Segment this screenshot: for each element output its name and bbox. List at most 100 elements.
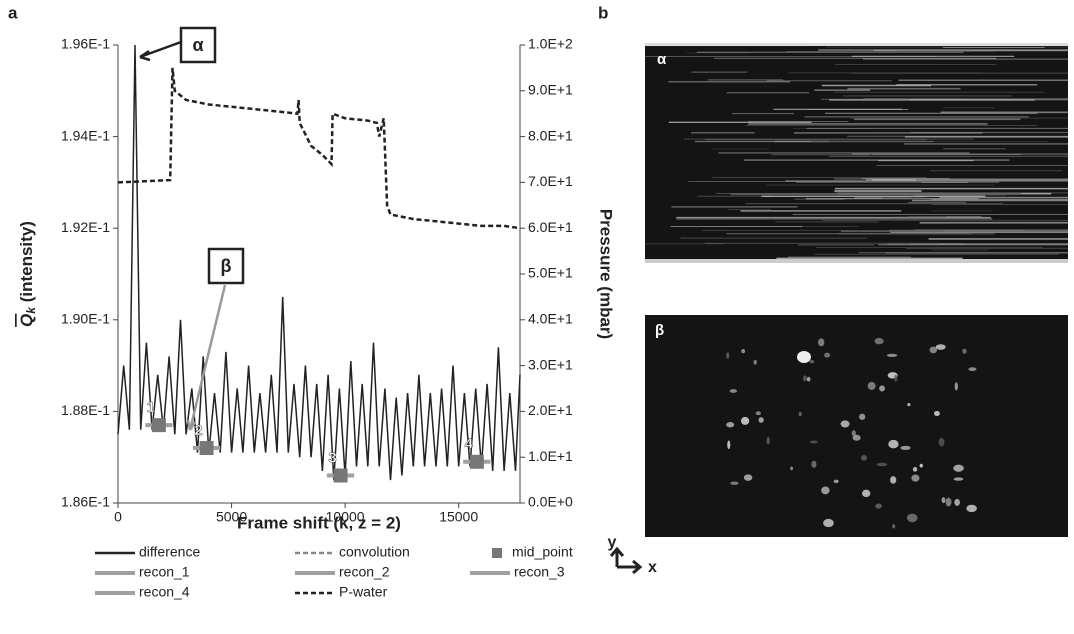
image-speckle <box>876 462 888 467</box>
annotation-box <box>179 26 217 64</box>
mid-point <box>199 441 214 456</box>
y2-tick-label: 6.0E+1 <box>528 219 573 235</box>
image-speckle <box>962 348 967 354</box>
image-speckle <box>886 353 898 357</box>
series-line <box>117 67 521 230</box>
image-speckle <box>912 467 918 472</box>
image-label: α <box>657 51 667 68</box>
image-speckle <box>729 389 737 393</box>
legend-marker <box>492 548 502 558</box>
legend-label: mid_point <box>512 544 573 560</box>
image-speckle <box>741 348 746 354</box>
legend-label: P-water <box>339 584 388 600</box>
image-speckle <box>862 489 871 498</box>
image-speckle <box>743 474 753 481</box>
image-speckle <box>900 445 911 450</box>
image-speckle <box>954 498 960 506</box>
point-label: 1 <box>147 399 155 416</box>
image-speckle <box>806 376 811 382</box>
image-speckle <box>941 497 946 504</box>
y2-tick-label: 4.0E+1 <box>528 311 573 327</box>
y-tick-label: 1.92E-1 <box>61 219 110 235</box>
y-label-symbol: Q <box>17 314 36 327</box>
image-speckle <box>945 497 952 507</box>
image-speckle <box>906 513 918 523</box>
image-speckle <box>798 412 802 417</box>
point-label: 4 <box>465 436 474 453</box>
y-label-subscript: k <box>24 306 38 314</box>
image-speckle <box>726 352 730 359</box>
y2-tick-label: 9.0E+1 <box>528 82 573 98</box>
mid-point <box>469 454 484 469</box>
image-speckle <box>851 430 856 437</box>
image-speckle <box>753 359 757 365</box>
image-speckle <box>811 460 817 468</box>
image-speckle <box>911 474 920 482</box>
image-label: β <box>655 322 664 339</box>
y2-tick-label: 2.0E+1 <box>528 402 573 418</box>
image-speckle <box>766 436 770 445</box>
image-speckle <box>727 440 731 450</box>
y-tick-label: 1.96E-1 <box>61 36 110 52</box>
image-speckle <box>726 421 735 428</box>
y-tick-label: 1.94E-1 <box>61 127 110 143</box>
image-speckle <box>953 464 964 472</box>
image-speckle <box>861 454 867 461</box>
image-speckle <box>929 346 938 354</box>
image-speckle <box>954 382 958 391</box>
image-speckle <box>968 367 977 372</box>
x-tick-label: 5000 <box>216 509 247 525</box>
image-speckle <box>797 351 811 363</box>
image-speckle <box>823 518 834 528</box>
image-speckle <box>755 411 761 416</box>
image-speckle <box>874 337 884 345</box>
image-speckle <box>852 434 861 441</box>
legend-label: recon_3 <box>514 564 565 580</box>
y-axis-label: Qk (intensity) <box>17 221 38 327</box>
image-edge <box>645 259 1068 263</box>
legend-label: recon_4 <box>139 584 190 600</box>
image-panels <box>645 43 1068 537</box>
annotation-arrow <box>186 284 227 431</box>
image-speckle <box>888 439 899 449</box>
image-beta <box>645 315 1068 537</box>
y2-tick-label: 3.0E+1 <box>528 356 573 372</box>
annotation: α <box>192 35 203 55</box>
annotation: β <box>221 256 232 276</box>
legend-label: recon_1 <box>139 564 190 580</box>
image-speckle <box>966 504 977 513</box>
image-speckle <box>867 381 876 390</box>
image-speckle <box>824 352 831 358</box>
point-label: 3 <box>328 449 336 466</box>
x-tick-label: 0 <box>114 509 122 525</box>
axis-y-label: y <box>608 534 617 551</box>
x-tick-label: 10000 <box>326 509 365 525</box>
y2-tick-label: 7.0E+1 <box>528 173 573 189</box>
image-speckle <box>935 344 946 350</box>
legend-label: difference <box>139 544 200 560</box>
y2-axis-label: Pressure (mbar) <box>597 209 616 339</box>
y2-tick-label: 1.0E+2 <box>528 36 573 52</box>
y-tick-label: 1.88E-1 <box>61 402 110 418</box>
image-speckle <box>938 437 945 447</box>
y-tick-label: 1.86E-1 <box>61 494 110 510</box>
image-speckle <box>840 420 850 428</box>
image-speckle <box>821 486 830 495</box>
x-tick-label: 15000 <box>439 509 478 525</box>
image-speckle <box>907 403 911 407</box>
y2-tick-label: 1.0E+1 <box>528 448 573 464</box>
image-speckle <box>730 481 739 486</box>
axis-x-label: x <box>648 559 657 576</box>
axis-arrows <box>609 546 643 575</box>
y-tick-label: 1.90E-1 <box>61 311 110 327</box>
image-speckle <box>892 524 896 529</box>
series-line <box>117 44 521 481</box>
image-speckle <box>879 385 885 392</box>
y2-tick-label: 8.0E+1 <box>528 127 573 143</box>
image-speckle <box>740 416 750 425</box>
image-speckle <box>758 417 764 423</box>
y2-tick-label: 5.0E+1 <box>528 265 573 281</box>
panel-label: a <box>8 3 18 22</box>
image-speckle <box>810 440 818 444</box>
